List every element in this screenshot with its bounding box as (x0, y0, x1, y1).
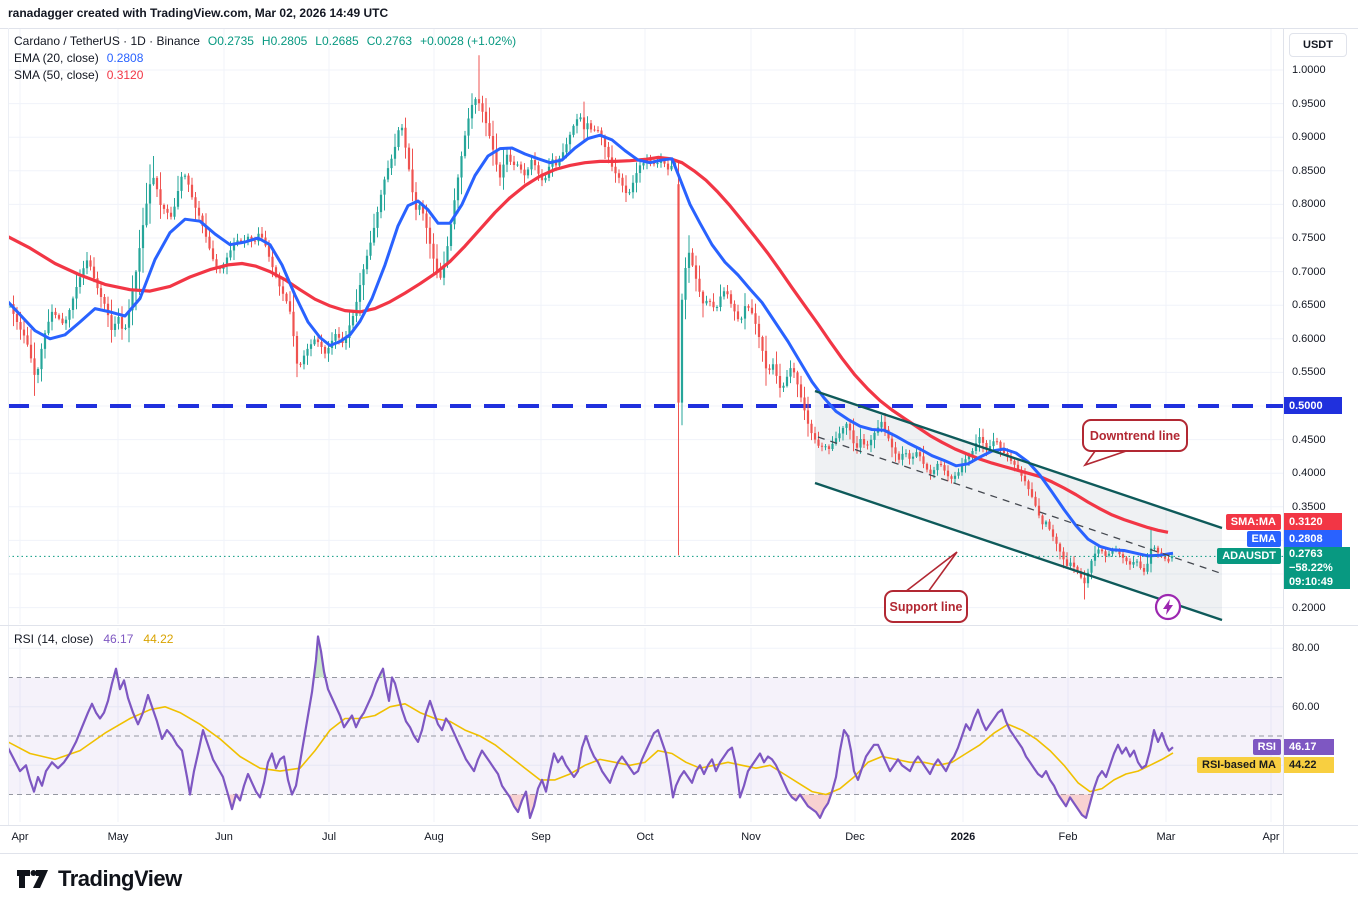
rsi-legend-row[interactable]: RSI (14, close) 46.17 44.22 (14, 632, 173, 646)
time-axis-bottom (0, 853, 1358, 854)
support-line[interactable] (814, 481, 1223, 622)
downtrend-line[interactable] (814, 389, 1223, 530)
price-pane[interactable] (8, 29, 1283, 624)
callout-tail (902, 551, 958, 593)
ema-value: 0.2808 (106, 51, 144, 65)
support-callout-text: Support line (889, 599, 963, 614)
time-tick-label: Aug (424, 831, 444, 843)
time-tick-label: Nov (741, 831, 761, 843)
sma-value: 0.3120 (106, 68, 144, 82)
symbol-price-badge: 0.2763 −58.22% 09:10:49 (1284, 547, 1350, 589)
rsi-oversold-fill (526, 794, 537, 818)
rsi-ma-chip: RSI-based MA (1197, 757, 1281, 773)
time-tick-label: Sep (531, 831, 551, 843)
tradingview-logo-icon (17, 870, 48, 888)
rsi-value-badge: 46.17 (1284, 739, 1334, 755)
symbol-legend-row[interactable]: Cardano / TetherUS · 1D · Binance O0.273… (14, 33, 516, 50)
rsi-oversold-fill (790, 794, 800, 801)
rsi-chip: RSI (1252, 739, 1281, 755)
tradingview-logo-text: TradingView (58, 866, 182, 891)
ema-price-badge: 0.2808 (1284, 530, 1342, 547)
price-tick-label: 0.2000 (1292, 601, 1326, 614)
time-tick-label: 2026 (950, 831, 976, 843)
ema-label: EMA (20, close) (14, 51, 99, 65)
price-tick-label: 0.9000 (1292, 131, 1326, 144)
pane-left-border (8, 28, 9, 825)
rsi-tick-label: 60.00 (1292, 700, 1320, 713)
time-tick-label: Apr (11, 831, 29, 843)
candle-bodies-down (12, 99, 1170, 584)
chart-legend: Cardano / TetherUS · 1D · Binance O0.273… (14, 33, 516, 84)
symbol-chip: ADAUSDT (1217, 548, 1281, 564)
rsi-value: 46.17 (103, 632, 134, 646)
price-axis-border[interactable] (1283, 28, 1284, 853)
price-tick-label: 0.8500 (1292, 164, 1326, 177)
price-tick-label: 0.9500 (1292, 97, 1326, 110)
tradingview-logo[interactable]: TradingView (16, 866, 182, 892)
rsi-oversold-fill (1058, 794, 1093, 818)
rsi-divider (0, 625, 1358, 626)
price-tick-label: 0.3500 (1292, 500, 1326, 513)
high-value: H0.2805 (261, 34, 308, 48)
time-axis-divider (0, 825, 1358, 826)
price-tick-label: 0.7500 (1292, 232, 1326, 244)
sma-price-badge: 0.3120 (1284, 513, 1342, 530)
currency-toggle-button[interactable]: USDT (1289, 33, 1347, 57)
rsi-tick-label: 80.00 (1292, 642, 1320, 655)
rsi-oversold-fill (508, 794, 525, 812)
downtrend-callout[interactable]: Downtrend line (1082, 419, 1188, 452)
price-tick-label: 0.7000 (1292, 265, 1326, 278)
time-tick-label: May (107, 831, 129, 843)
time-tick-label: Feb (1058, 831, 1078, 843)
price-tick-label: 0.6500 (1292, 299, 1326, 312)
rsi-oversold-fill (800, 794, 831, 818)
header-divider (0, 28, 1358, 29)
open-value: O0.2735 (207, 34, 254, 48)
rsi-label: RSI (14, close) (14, 632, 94, 646)
time-tick-label: Jul (321, 831, 337, 843)
attribution-text: ranadagger created with TradingView.com,… (8, 6, 389, 20)
price-tick-label: 0.6000 (1292, 332, 1326, 345)
ema-chip: EMA (1246, 531, 1281, 547)
ema20-line[interactable] (8, 133, 1174, 558)
sma-chip: SMA:MA (1225, 514, 1281, 530)
symbol-title: Cardano / TetherUS · 1D · Binance (14, 34, 200, 48)
close-value: C0.2763 (366, 34, 413, 48)
price-tick-label: 0.4500 (1292, 433, 1326, 446)
rsi-ma-value: 44.22 (143, 632, 174, 646)
change-percent: −58.22% (1289, 562, 1333, 574)
time-tick-label: Mar (1156, 831, 1176, 843)
rsi-pane[interactable] (8, 628, 1283, 822)
price-tick-label: 0.8000 (1292, 198, 1326, 211)
low-value: L0.2685 (315, 34, 359, 48)
rsi-line[interactable] (8, 635, 1174, 820)
price-tick-label: 0.5500 (1292, 366, 1326, 379)
time-tick-label: Apr (1262, 831, 1280, 843)
rsi-ma-value-badge: 44.22 (1284, 757, 1334, 773)
time-tick-label: Oct (636, 831, 654, 843)
last-price: 0.2763 (1289, 548, 1323, 560)
price-tick-label: 1.0000 (1292, 64, 1326, 76)
bar-countdown: 09:10:49 (1289, 576, 1334, 588)
level-price-badge: 0.5000 (1284, 397, 1342, 414)
sma-label: SMA (50, close) (14, 68, 99, 82)
sma50-line[interactable] (8, 155, 1169, 534)
channel-midline[interactable] (817, 436, 1221, 574)
lightning-icon (1163, 599, 1173, 615)
time-tick-label: Jun (215, 831, 233, 843)
support-callout[interactable]: Support line (884, 590, 968, 623)
rsi-ma-line[interactable] (8, 702, 1174, 796)
ema-legend-row[interactable]: EMA (20, close) 0.2808 (14, 50, 516, 67)
time-tick-label: Dec (845, 831, 865, 843)
sma-legend-row[interactable]: SMA (50, close) 0.3120 (14, 67, 516, 84)
change-value: +0.0028 (+1.02%) (420, 34, 517, 48)
downtrend-callout-text: Downtrend line (1089, 428, 1181, 443)
price-tick-label: 0.4000 (1292, 467, 1326, 480)
